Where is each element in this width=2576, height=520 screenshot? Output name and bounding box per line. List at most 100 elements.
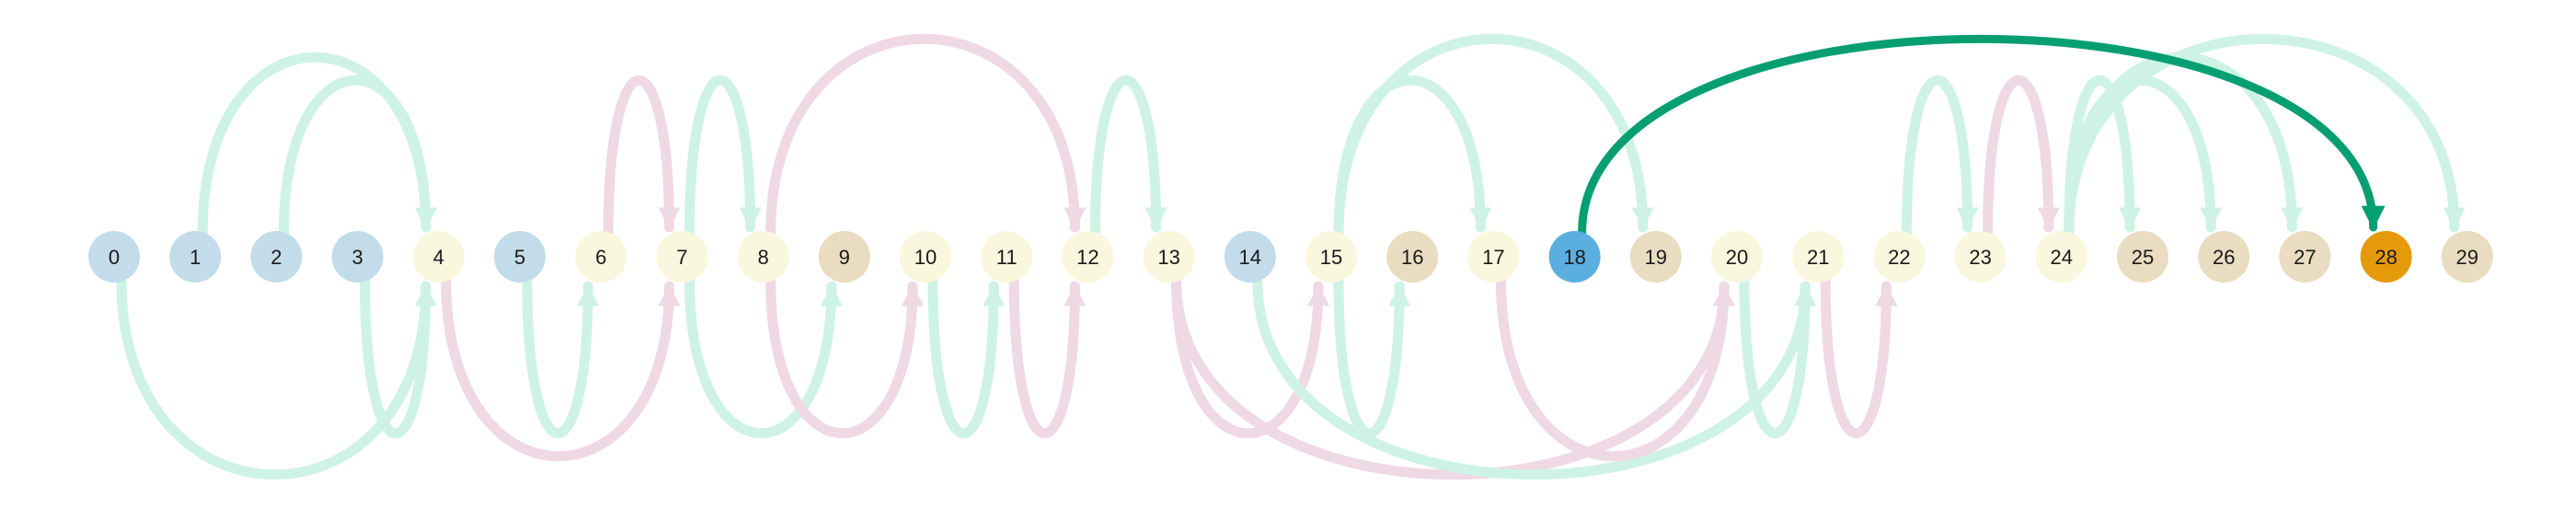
node-label: 15 <box>1320 246 1342 269</box>
edge-20-21 <box>1739 275 1817 439</box>
node-circle[interactable] <box>169 231 222 283</box>
node-29[interactable]: 29 <box>2441 231 2493 283</box>
node-label: 29 <box>2456 246 2478 269</box>
node-circle[interactable] <box>737 231 789 283</box>
edge-15-16 <box>1333 275 1411 439</box>
node-label: 3 <box>351 246 362 269</box>
node-14[interactable]: 14 <box>1224 231 1276 283</box>
node-label: 24 <box>2051 246 2073 269</box>
node-18[interactable]: 18 <box>1548 231 1601 283</box>
node-9[interactable]: 9 <box>818 231 870 283</box>
node-label: 18 <box>1563 246 1585 269</box>
node-circle[interactable] <box>575 231 627 283</box>
edge-8-10 <box>765 275 924 439</box>
node-circle[interactable] <box>2360 231 2412 283</box>
node-label: 16 <box>1401 246 1423 269</box>
node-28[interactable]: 28 <box>2360 231 2412 283</box>
node-circle[interactable] <box>88 231 140 283</box>
node-label: 4 <box>433 246 444 269</box>
node-4[interactable]: 4 <box>412 231 465 283</box>
node-label: 9 <box>839 246 850 269</box>
node-label: 11 <box>996 246 1018 269</box>
node-7[interactable]: 7 <box>656 231 708 283</box>
node-circle[interactable] <box>2441 231 2493 283</box>
node-label: 1 <box>190 246 201 269</box>
node-circle[interactable] <box>1305 231 1357 283</box>
node-circle[interactable] <box>1386 231 1439 283</box>
node-circle[interactable] <box>1143 231 1195 283</box>
node-circle[interactable] <box>1224 231 1276 283</box>
node-17[interactable]: 17 <box>1467 231 1520 283</box>
edge-6-7 <box>603 75 681 238</box>
node-circle[interactable] <box>656 231 708 283</box>
node-15[interactable]: 15 <box>1305 231 1357 283</box>
node-27[interactable]: 27 <box>2279 231 2331 283</box>
node-label: 25 <box>2132 246 2154 269</box>
edge-15-19 <box>1333 33 1654 238</box>
node-label: 17 <box>1482 246 1504 269</box>
node-23[interactable]: 23 <box>1954 231 2007 283</box>
edges-layer <box>116 33 2466 480</box>
node-circle[interactable] <box>1954 231 2007 283</box>
edge-13-15 <box>1171 275 1329 439</box>
node-26[interactable]: 26 <box>2198 231 2250 283</box>
node-label: 14 <box>1239 246 1261 269</box>
node-5[interactable]: 5 <box>494 231 546 283</box>
node-20[interactable]: 20 <box>1711 231 1763 283</box>
edge-12-13 <box>1089 75 1167 238</box>
node-label: 20 <box>1726 246 1748 269</box>
node-circle[interactable] <box>2198 231 2250 283</box>
node-circle[interactable] <box>900 231 951 283</box>
node-1[interactable]: 1 <box>169 231 222 283</box>
node-label: 28 <box>2375 246 2397 269</box>
node-label: 7 <box>676 246 687 269</box>
node-12[interactable]: 12 <box>1062 231 1114 283</box>
edge-17-20 <box>1495 275 1735 462</box>
node-circle[interactable] <box>412 231 465 283</box>
edge-7-8 <box>684 75 762 238</box>
node-21[interactable]: 21 <box>1792 231 1845 283</box>
node-circle[interactable] <box>331 231 384 283</box>
node-circle[interactable] <box>1062 231 1114 283</box>
node-circle[interactable] <box>818 231 870 283</box>
edge-15-17 <box>1333 75 1492 238</box>
node-25[interactable]: 25 <box>2117 231 2168 283</box>
node-circle[interactable] <box>1873 231 1926 283</box>
node-10[interactable]: 10 <box>900 231 951 283</box>
node-circle[interactable] <box>1467 231 1520 283</box>
node-circle[interactable] <box>1548 231 1601 283</box>
node-13[interactable]: 13 <box>1143 231 1195 283</box>
node-circle[interactable] <box>250 231 303 283</box>
node-label: 19 <box>1645 246 1667 269</box>
node-24[interactable]: 24 <box>2035 231 2087 283</box>
node-6[interactable]: 6 <box>575 231 627 283</box>
node-circle[interactable] <box>494 231 546 283</box>
node-2[interactable]: 2 <box>250 231 303 283</box>
node-circle[interactable] <box>1629 231 1682 283</box>
node-label: 23 <box>1969 246 1991 269</box>
node-11[interactable]: 11 <box>981 231 1033 283</box>
node-19[interactable]: 19 <box>1629 231 1682 283</box>
node-22[interactable]: 22 <box>1873 231 1926 283</box>
edge-2-4 <box>278 75 437 238</box>
edge-11-12 <box>1008 275 1087 439</box>
node-8[interactable]: 8 <box>737 231 789 283</box>
node-3[interactable]: 3 <box>331 231 384 283</box>
node-circle[interactable] <box>2279 231 2331 283</box>
node-circle[interactable] <box>981 231 1033 283</box>
edge-14-21 <box>1252 275 1817 480</box>
node-label: 12 <box>1076 246 1098 269</box>
node-circle[interactable] <box>2035 231 2087 283</box>
node-16[interactable]: 16 <box>1386 231 1439 283</box>
edge-4-7 <box>441 275 681 462</box>
node-circle[interactable] <box>1792 231 1845 283</box>
node-0[interactable]: 0 <box>88 231 140 283</box>
node-circle[interactable] <box>1711 231 1763 283</box>
node-circle[interactable] <box>2117 231 2168 283</box>
node-label: 22 <box>1888 246 1910 269</box>
edge-3-4 <box>360 275 437 439</box>
node-label: 26 <box>2213 246 2235 269</box>
node-label: 13 <box>1157 246 1179 269</box>
